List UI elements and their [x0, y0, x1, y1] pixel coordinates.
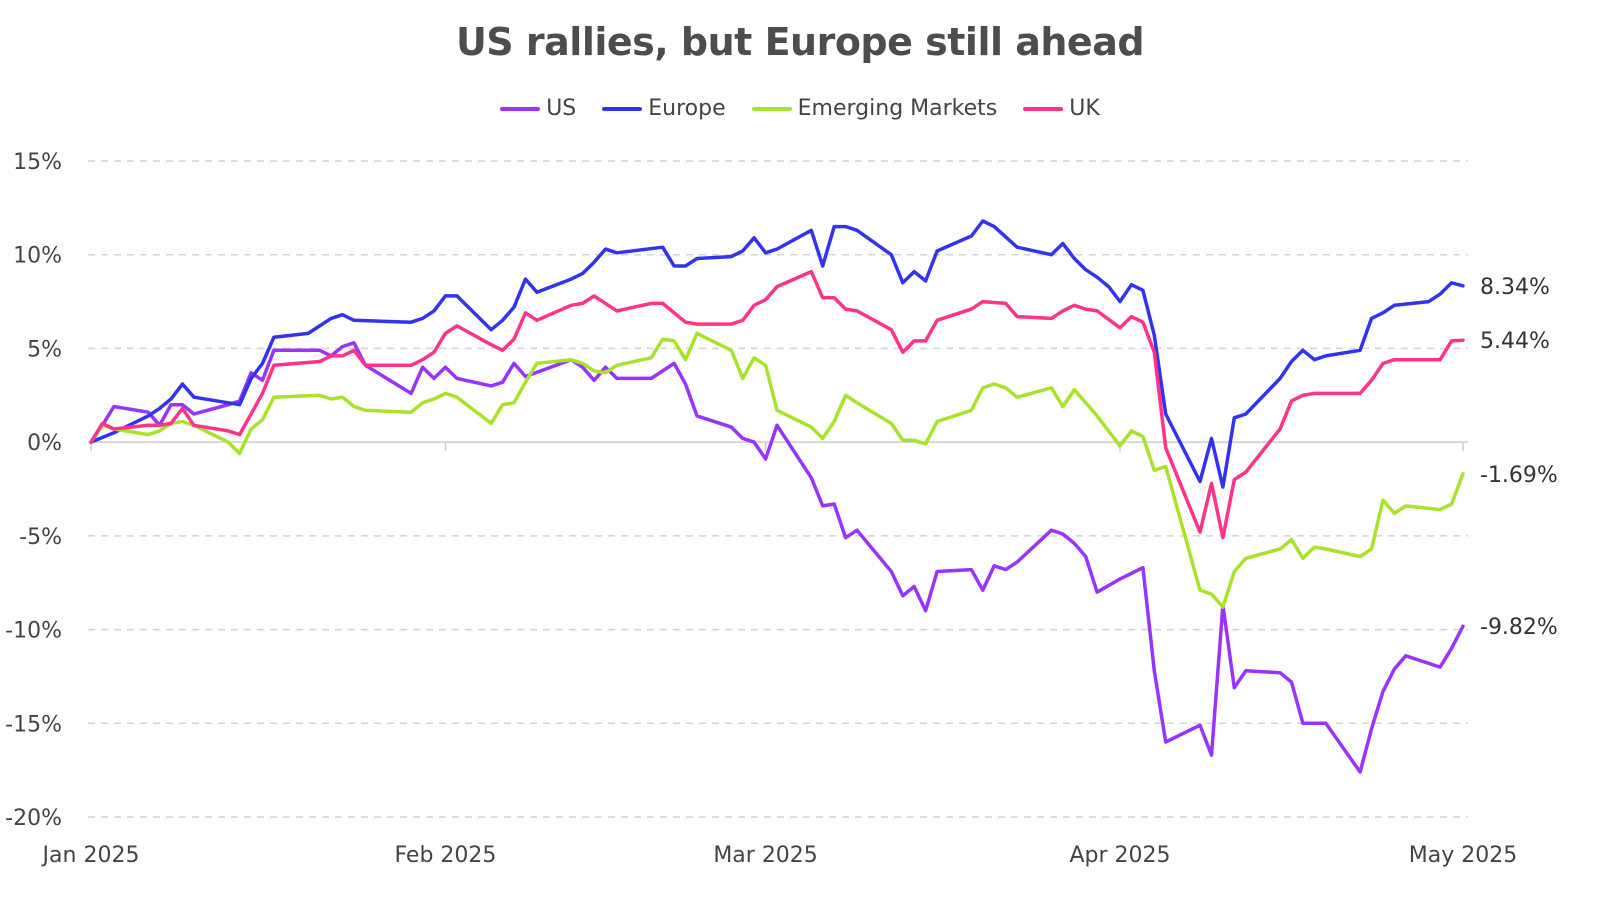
legend-label: Europe	[648, 96, 726, 121]
series-line-emerging-markets	[89, 331, 1465, 609]
legend-item: Emerging Markets	[751, 96, 998, 121]
y-tick-label: 0%	[27, 431, 62, 456]
y-tick-label: -20%	[5, 806, 62, 831]
legend-swatch	[751, 106, 792, 111]
legend-item: US	[500, 96, 576, 121]
legend-swatch	[602, 106, 643, 111]
series-line-uk	[89, 269, 1465, 540]
end-value-label-uk: 5.44%	[1480, 329, 1550, 354]
legend-item: UK	[1023, 96, 1100, 121]
x-tick-label: May 2025	[1409, 843, 1517, 868]
x-tick-label: Jan 2025	[41, 843, 140, 868]
legend-swatch	[500, 106, 541, 111]
legend-item: Europe	[602, 96, 726, 121]
y-tick-label: 15%	[13, 150, 62, 175]
y-tick-label: -10%	[5, 619, 62, 644]
x-tick-label: Feb 2025	[394, 843, 496, 868]
legend: US Europe Emerging Markets UK	[0, 96, 1600, 121]
legend-swatch	[1023, 106, 1064, 111]
end-value-label-europe: 8.34%	[1480, 275, 1550, 300]
y-tick-label: -5%	[19, 525, 62, 550]
legend-label: Emerging Markets	[797, 96, 998, 121]
chart-title: US rallies, but Europe still ahead	[455, 20, 1145, 64]
series-line-us	[89, 341, 1465, 774]
legend-label: US	[546, 96, 577, 121]
y-tick-label: -15%	[5, 712, 62, 737]
end-value-label-emerging-markets: -1.69%	[1480, 463, 1558, 488]
y-tick-label: 5%	[27, 337, 62, 362]
y-tick-label: 10%	[13, 244, 62, 269]
end-value-label-us: -9.82%	[1480, 615, 1558, 640]
legend-label: UK	[1069, 96, 1100, 121]
x-tick-label: Apr 2025	[1069, 843, 1170, 868]
series-line-europe	[89, 219, 1465, 489]
x-tick-label: Mar 2025	[713, 843, 818, 868]
